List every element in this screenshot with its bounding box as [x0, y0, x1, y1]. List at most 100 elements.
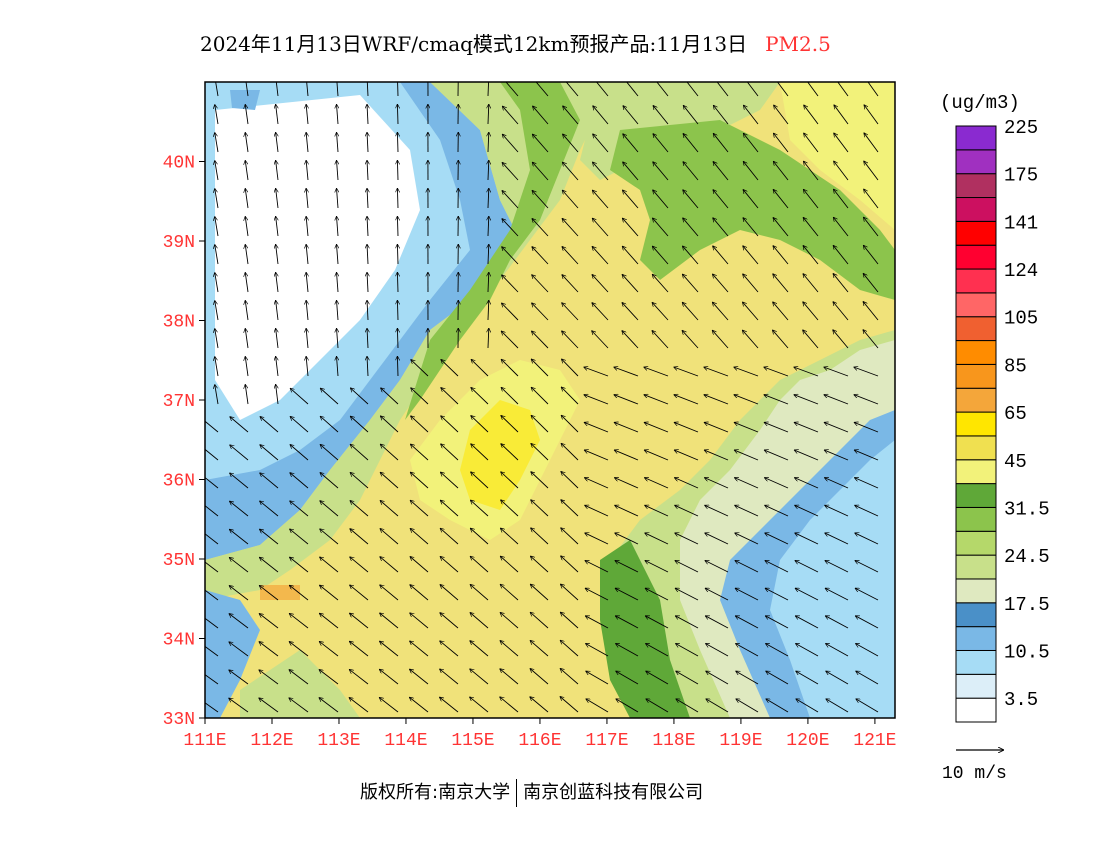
wind-arrow: [676, 699, 699, 713]
wind-arrow: [826, 699, 849, 713]
wind-arrow: [440, 528, 459, 545]
wind-arrow: [367, 356, 368, 377]
footer: 版权所有:南京大学 南京创蓝科技有限公司: [360, 778, 703, 807]
wind-arrow: [501, 444, 519, 461]
wind-arrow: [796, 670, 819, 685]
wind-arrow: [734, 505, 759, 517]
wind-arrow: [674, 505, 699, 517]
wind-arrow: [306, 160, 308, 181]
wind-arrow: [337, 216, 339, 237]
lat-label: 33N: [163, 710, 195, 730]
lat-label: 37N: [163, 392, 195, 412]
wind-arrow: [488, 160, 489, 181]
wind-arrow: [410, 613, 429, 629]
wind-arrow: [682, 246, 699, 265]
wind-arrow: [734, 450, 759, 461]
colorbar-swatch: [955, 125, 997, 151]
wind-arrow: [337, 244, 339, 265]
wind-arrow: [245, 82, 249, 97]
wind-arrow: [245, 244, 249, 265]
wind-arrow: [501, 472, 519, 489]
colorbar-swatch: [955, 506, 997, 532]
wind-arrow: [471, 415, 489, 433]
wind-arrow: [397, 104, 398, 125]
colorbar-tick-label: 141: [1004, 212, 1038, 234]
wind-arrow: [350, 529, 369, 545]
colorbar-tick-label: 225: [1004, 117, 1038, 139]
footer-separator: [516, 779, 518, 807]
colorbar-swatch: [955, 626, 997, 651]
wind-arrow: [586, 670, 609, 685]
footer-company: 南京创蓝科技有限公司: [523, 782, 704, 803]
wind-arrow: [764, 395, 789, 405]
wind-arrow: [746, 82, 759, 97]
wind-arrow: [530, 528, 549, 545]
wind-arrow: [803, 330, 819, 349]
wind-arrow: [337, 328, 339, 349]
wind-arrow: [776, 82, 789, 97]
wind-arrow: [585, 615, 609, 629]
wind-arrow: [774, 105, 789, 125]
lon-label: 111E: [183, 731, 226, 751]
wind-arrow: [245, 300, 249, 321]
wind-arrow: [863, 330, 879, 349]
wind-arrow: [623, 162, 639, 181]
wind-arrow: [560, 640, 579, 657]
wind-arrow: [215, 188, 219, 209]
wind-arrow: [440, 444, 459, 461]
wind-arrow: [306, 82, 309, 97]
wind-arrow: [653, 105, 669, 125]
colorbar-swatch: [955, 173, 997, 199]
wind-arrow: [397, 356, 398, 377]
wind-arrow: [560, 612, 579, 629]
wind-arrow: [773, 133, 789, 153]
wind-arrow: [683, 190, 699, 209]
wind-arrow: [614, 450, 639, 461]
wind-arrow: [349, 697, 369, 713]
wind-arrow: [713, 218, 729, 237]
wind-arrow: [646, 670, 669, 685]
wind-arrow: [319, 557, 339, 573]
wind-arrow: [834, 161, 849, 181]
wind-arrow: [615, 587, 639, 601]
wind-arrow: [205, 702, 219, 713]
wind-arrow: [712, 274, 729, 293]
wind-arrow: [259, 698, 279, 713]
wind-arrow: [713, 190, 729, 209]
wind-arrow: [245, 104, 249, 125]
wind-arrow: [794, 395, 819, 405]
wind-arrow: [290, 416, 309, 433]
wind-arrow: [289, 670, 309, 685]
wind-arrow: [623, 106, 639, 125]
wind-arrow: [765, 559, 789, 573]
wind-arrow: [440, 613, 459, 629]
colorbar-tick-label: 85: [1004, 355, 1027, 377]
wind-arrow: [584, 395, 609, 405]
wind-arrow: [704, 450, 729, 461]
wind-arrow: [229, 529, 249, 545]
wind-arrow: [615, 643, 639, 657]
lon-label: 116E: [518, 731, 561, 751]
wind-arrow: [245, 384, 249, 405]
wind-arrow: [229, 614, 249, 629]
wind-arrow: [653, 162, 669, 181]
colorbar: 3.5 10.5 17.5 24.5 31.5 45 65 85 105 124 141 175 225: [955, 117, 1050, 723]
colorbar-swatch: [955, 244, 997, 270]
wind-arrow: [734, 422, 759, 433]
wind-arrow: [743, 133, 759, 153]
wind-arrow: [592, 274, 609, 293]
wind-arrow: [259, 585, 279, 601]
wind-arrow: [229, 642, 249, 657]
wind-arrow: [502, 134, 519, 153]
wind-arrow: [742, 302, 759, 321]
wind-arrow: [471, 444, 489, 461]
wind-arrow: [561, 528, 579, 545]
colorbar-swatch: [955, 554, 997, 580]
wind-arrow: [350, 444, 369, 461]
wind-arrow: [592, 246, 609, 265]
wind-arrow: [367, 132, 368, 153]
colorbar-swatch: [955, 340, 997, 365]
lon-label: 120E: [786, 731, 829, 751]
wind-arrow: [410, 585, 429, 601]
wind-arrow: [674, 395, 699, 405]
